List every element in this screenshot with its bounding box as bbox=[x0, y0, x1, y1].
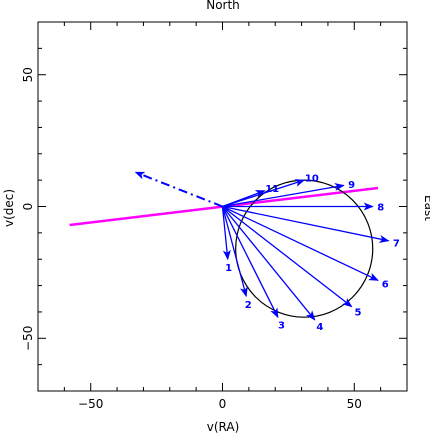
x-tick-label: 50 bbox=[347, 397, 362, 411]
y-axis-label: v(dec) bbox=[2, 189, 16, 227]
plot-area: 1 2 3 4 5 6 7 8 9 10 11 bbox=[69, 171, 400, 333]
vector-2 bbox=[221, 206, 248, 298]
east-label: East bbox=[422, 195, 430, 221]
y-tick-label: 50 bbox=[21, 67, 35, 82]
vector-label-10: 10 bbox=[305, 174, 319, 185]
vector-label-1: 1 bbox=[225, 263, 232, 274]
dashdot-vector bbox=[134, 171, 223, 208]
vector-label-9: 9 bbox=[348, 180, 355, 191]
tick-group: −50 0 50 −50 0 50 bbox=[21, 21, 408, 411]
x-tick-label: 0 bbox=[219, 397, 227, 411]
vector-9 bbox=[222, 183, 345, 208]
vector-4 bbox=[221, 206, 316, 321]
vector-11 bbox=[222, 190, 266, 208]
y-tick-label: −50 bbox=[21, 326, 35, 351]
y-tick-label: 0 bbox=[21, 203, 35, 211]
vector-label-11: 11 bbox=[265, 184, 279, 195]
vector-7 bbox=[222, 205, 390, 243]
vector-6 bbox=[222, 205, 379, 281]
vector-3 bbox=[221, 206, 279, 319]
vector-label-2: 2 bbox=[245, 300, 252, 311]
x-axis-label: v(RA) bbox=[207, 420, 240, 434]
vector-label-5: 5 bbox=[354, 308, 361, 319]
vector-label-3: 3 bbox=[278, 320, 285, 331]
x-tick-label: −50 bbox=[78, 397, 103, 411]
vector-label-4: 4 bbox=[316, 322, 323, 333]
vector-label-7: 7 bbox=[393, 238, 400, 249]
vector-label-8: 8 bbox=[377, 203, 384, 214]
vector-label-6: 6 bbox=[382, 280, 389, 291]
vector-1 bbox=[221, 206, 231, 261]
vector-5 bbox=[222, 205, 353, 308]
chart-title: North bbox=[206, 0, 240, 12]
